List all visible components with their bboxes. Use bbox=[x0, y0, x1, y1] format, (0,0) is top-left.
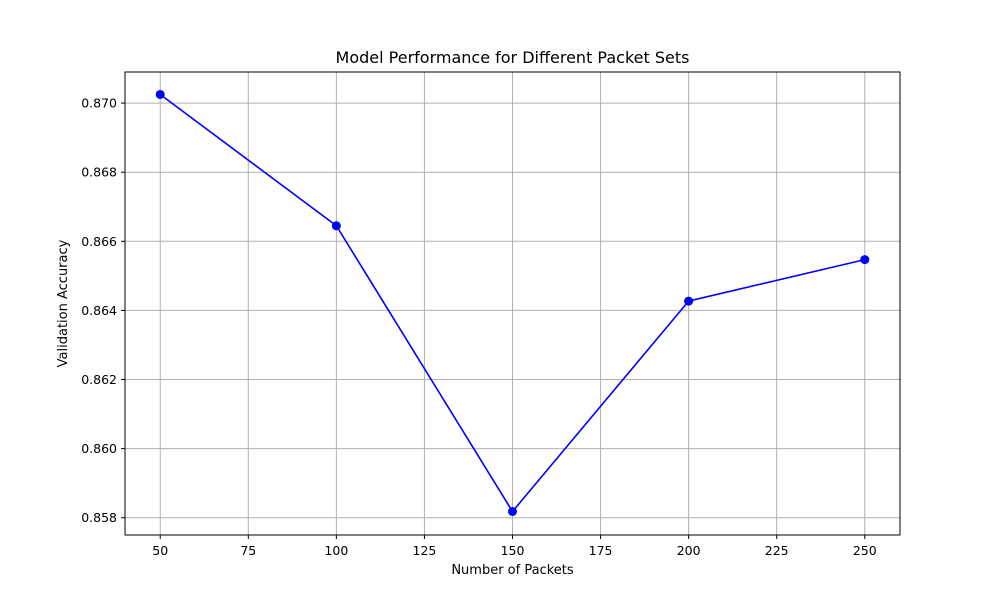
x-tick-label: 250 bbox=[853, 543, 877, 558]
x-tick-label: 200 bbox=[677, 543, 701, 558]
x-tick-label: 75 bbox=[240, 543, 256, 558]
y-tick-label: 0.868 bbox=[81, 165, 117, 180]
chart-title: Model Performance for Different Packet S… bbox=[336, 48, 690, 67]
data-series bbox=[155, 89, 870, 517]
data-point bbox=[155, 89, 165, 99]
grid bbox=[125, 72, 900, 535]
x-axis-label: Number of Packets bbox=[451, 563, 574, 578]
x-tick-label: 50 bbox=[152, 543, 168, 558]
x-tick-label: 100 bbox=[324, 543, 348, 558]
x-tick-label: 125 bbox=[413, 543, 437, 558]
data-point bbox=[508, 507, 517, 517]
data-point bbox=[860, 255, 870, 265]
plot-area-frame bbox=[124, 71, 901, 536]
x-tick-label: 225 bbox=[765, 543, 789, 558]
y-tick-label: 0.860 bbox=[81, 441, 117, 456]
x-axis: 50 75 100 125 150 175 200 225 250 bbox=[152, 535, 877, 558]
y-tick-label: 0.862 bbox=[81, 372, 117, 387]
x-tick-label: 150 bbox=[501, 543, 525, 558]
data-point bbox=[331, 221, 341, 231]
data-point bbox=[684, 296, 694, 306]
x-tick-label: 175 bbox=[589, 543, 613, 558]
y-tick-label: 0.870 bbox=[81, 96, 117, 111]
y-tick-label: 0.866 bbox=[81, 234, 117, 249]
y-axis: 0.858 0.860 0.862 0.864 0.866 0.868 0.870 bbox=[81, 96, 125, 525]
y-tick-label: 0.858 bbox=[81, 510, 117, 525]
y-tick-label: 0.864 bbox=[81, 303, 117, 318]
y-axis-label: Validation Accuracy bbox=[56, 239, 71, 367]
